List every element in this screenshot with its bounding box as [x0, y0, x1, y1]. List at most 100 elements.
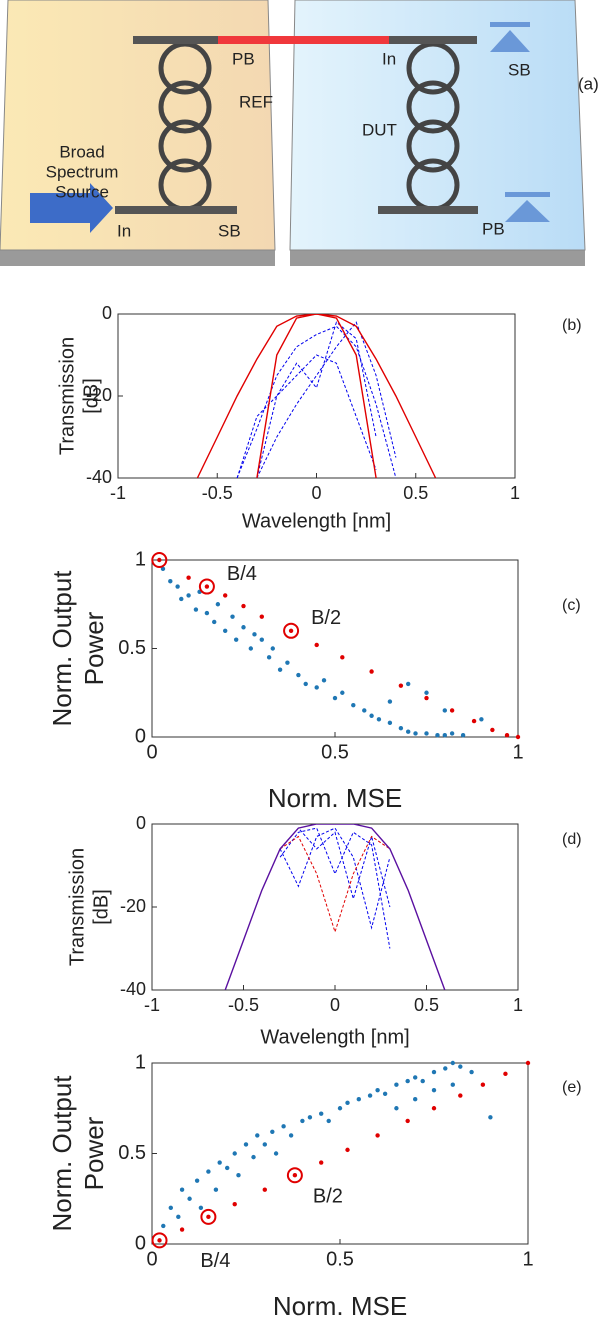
point	[212, 619, 217, 625]
point	[375, 1133, 380, 1138]
source-label: Broad	[59, 142, 104, 161]
point	[469, 1069, 474, 1075]
point	[480, 1082, 486, 1087]
point	[450, 1082, 455, 1087]
waveguide	[133, 36, 219, 44]
x-tick-label: 0	[330, 995, 340, 1015]
point	[157, 557, 162, 563]
port-label: PB	[232, 49, 255, 68]
x-tick-label: 0.5	[326, 1248, 354, 1270]
point	[225, 1165, 230, 1171]
y-tick-label: 0	[102, 303, 112, 323]
port-label: In	[117, 221, 131, 240]
point	[375, 1087, 380, 1093]
point	[157, 1238, 162, 1243]
waveguide	[115, 206, 237, 214]
dut-rings	[406, 41, 460, 212]
point	[449, 708, 455, 713]
y-axis-label: Norm. Output	[47, 1075, 77, 1232]
annotation: B/2	[313, 1186, 343, 1208]
point	[369, 713, 374, 718]
y-tick-label: 0	[135, 1232, 146, 1254]
link-waveguide	[218, 36, 390, 44]
point	[319, 1160, 324, 1165]
waveguide	[389, 36, 477, 44]
point	[251, 1154, 256, 1160]
point	[248, 646, 254, 651]
point	[232, 1151, 237, 1156]
point	[213, 1187, 219, 1192]
annotation: B/2	[311, 607, 341, 629]
point	[252, 632, 257, 637]
chart: 0 0.5 1 0 0.5 1 Norm. MSE Norm. Output Power (e) B…	[47, 1051, 582, 1321]
point	[281, 1124, 286, 1129]
point	[296, 672, 301, 678]
x-tick-label: -0.5	[202, 483, 233, 503]
point	[420, 1078, 425, 1084]
point	[332, 695, 338, 701]
point	[458, 1093, 463, 1098]
point	[270, 646, 275, 651]
point	[488, 1115, 493, 1120]
detector	[505, 192, 550, 222]
annotation: B/4	[227, 563, 257, 585]
point	[431, 1106, 437, 1111]
point	[369, 669, 374, 674]
point	[262, 1142, 267, 1147]
x-tick-label: 0.5	[321, 741, 349, 763]
y-tick-label: 1	[135, 1051, 146, 1073]
point	[398, 725, 404, 731]
diagram: PB In REF DUT Broad Spectrum Source In S…	[0, 0, 599, 266]
point	[394, 1106, 399, 1111]
port-label: PB	[482, 219, 505, 238]
x-tick-label: 1	[522, 1248, 533, 1270]
point	[292, 1173, 298, 1178]
point	[204, 610, 210, 616]
x-tick-label: -0.5	[228, 995, 259, 1015]
x-axis-label: Norm. MSE	[268, 783, 402, 813]
series-line	[256, 321, 397, 478]
point	[168, 579, 173, 584]
point	[259, 614, 264, 619]
point	[424, 695, 429, 701]
point	[525, 1060, 531, 1066]
point	[376, 717, 382, 722]
series-line	[236, 325, 397, 478]
series-line	[236, 354, 377, 478]
x-tick-label: 0	[146, 1248, 157, 1270]
point	[387, 699, 393, 704]
point	[345, 1147, 350, 1153]
point	[424, 731, 429, 736]
chip-edge	[290, 250, 585, 266]
y-axis-label: [dB]	[90, 889, 112, 925]
point	[243, 1142, 249, 1147]
y-axis-label: Power	[79, 611, 109, 685]
series-line	[279, 835, 391, 934]
y-tick-label: -20	[120, 896, 146, 916]
point	[270, 1129, 275, 1134]
ring-label: DUT	[362, 120, 397, 139]
point	[504, 733, 510, 738]
x-tick-label: 0	[311, 483, 321, 503]
point	[179, 1227, 185, 1232]
series-line	[279, 827, 391, 949]
point	[175, 584, 180, 589]
dut-chip	[289, 0, 586, 251]
x-axis-label: Norm. MSE	[273, 1291, 407, 1321]
point	[266, 655, 272, 660]
series-line	[224, 824, 446, 990]
series-line	[196, 314, 437, 478]
point	[179, 1187, 185, 1192]
point	[273, 1151, 279, 1156]
highlight-ring	[151, 1232, 168, 1249]
x-tick-label: 0.5	[414, 995, 439, 1015]
point	[277, 667, 283, 672]
point	[356, 1097, 361, 1102]
point	[314, 685, 319, 690]
point	[449, 731, 455, 736]
source-label: Spectrum	[46, 162, 119, 181]
point	[206, 1169, 211, 1174]
point	[288, 1133, 294, 1138]
point	[321, 678, 327, 683]
point	[168, 1205, 173, 1211]
